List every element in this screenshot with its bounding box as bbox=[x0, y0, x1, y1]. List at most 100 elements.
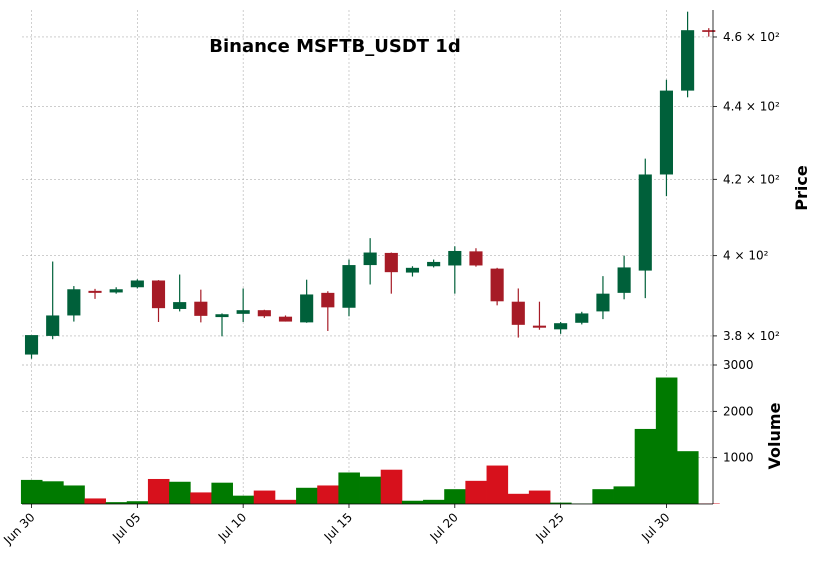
candle-body bbox=[596, 293, 610, 312]
candle-body bbox=[405, 267, 420, 273]
candle-body bbox=[702, 30, 716, 32]
candle-body bbox=[67, 289, 81, 316]
candle bbox=[681, 11, 695, 98]
volume-bar bbox=[401, 500, 424, 504]
volume-bar bbox=[20, 479, 43, 504]
price-tick-label: 3.8 × 10² bbox=[723, 329, 780, 343]
volume-bar bbox=[84, 498, 106, 504]
candle-body bbox=[173, 302, 187, 309]
candle-body bbox=[236, 310, 250, 314]
candle bbox=[617, 255, 631, 300]
candle bbox=[46, 261, 60, 340]
candle bbox=[173, 274, 187, 312]
volume-bar bbox=[63, 485, 85, 504]
price-tick-labels: 3.8 × 10² 4 × 10² 4.2 × 10² 4.4 × 10² 4.6 × … bbox=[713, 30, 780, 343]
volume-bar bbox=[677, 451, 699, 504]
date-tick-labels: Jun 30 Jul 05 Jul 10 Jul 15 Jul 20 Jul 25 Jul … bbox=[0, 504, 673, 548]
volume-bar bbox=[592, 489, 614, 504]
volume-bar bbox=[338, 472, 360, 504]
volume-bar bbox=[444, 489, 466, 504]
candle bbox=[278, 315, 293, 322]
volume-bar bbox=[147, 478, 170, 504]
candle-body bbox=[575, 313, 589, 323]
volume-tick-label: 3000 bbox=[723, 358, 754, 372]
volume-bar bbox=[655, 377, 678, 504]
candle-body bbox=[278, 316, 293, 322]
candle bbox=[88, 288, 102, 299]
chart-title: Binance MSFTB_USDT 1d bbox=[209, 36, 460, 57]
candle-body bbox=[490, 268, 504, 302]
candle-body bbox=[257, 310, 271, 317]
candle bbox=[130, 279, 144, 289]
candle bbox=[511, 288, 525, 338]
volume-tick-labels: 1000 2000 3000 bbox=[713, 358, 754, 465]
date-tick-label: Jul 15 bbox=[321, 510, 355, 544]
price-candles bbox=[24, 11, 716, 359]
price-tick-label: 4.4 × 10² bbox=[723, 100, 780, 114]
volume-bar bbox=[613, 486, 636, 504]
volume-bar bbox=[317, 485, 339, 504]
candle-body bbox=[384, 252, 398, 273]
candle-body bbox=[448, 250, 462, 266]
volume-bar bbox=[380, 469, 403, 504]
candle-body bbox=[617, 267, 631, 293]
candle bbox=[300, 279, 314, 323]
candle-body bbox=[659, 90, 674, 175]
candle-body bbox=[554, 323, 568, 330]
price-axis-label: Price bbox=[792, 165, 811, 211]
date-tick-label: Jul 25 bbox=[532, 510, 566, 544]
candle bbox=[321, 291, 335, 331]
candle-body bbox=[469, 251, 483, 266]
volume-bar bbox=[253, 490, 276, 504]
volume-bar bbox=[211, 482, 233, 504]
candle-body bbox=[532, 325, 547, 328]
volume-axis-label: Volume bbox=[765, 402, 784, 469]
date-tick-label: Jun 30 bbox=[0, 510, 37, 547]
candle bbox=[448, 246, 462, 294]
candle bbox=[109, 287, 123, 294]
price-tick-label: 4 × 10² bbox=[723, 249, 769, 263]
candle bbox=[490, 267, 504, 306]
volume-bar bbox=[190, 492, 212, 504]
candle bbox=[554, 321, 568, 334]
candle bbox=[638, 158, 652, 299]
candle bbox=[151, 280, 166, 322]
candle-body bbox=[342, 265, 356, 308]
volume-tick-label: 2000 bbox=[723, 404, 754, 418]
candle-body bbox=[638, 174, 652, 271]
candle bbox=[194, 289, 208, 323]
candle bbox=[469, 248, 483, 267]
candle-body bbox=[511, 301, 525, 325]
candle bbox=[532, 301, 547, 330]
date-tick-label: Jul 30 bbox=[638, 510, 672, 544]
candle-body bbox=[321, 292, 335, 308]
price-tick-label: 4.6 × 10² bbox=[723, 30, 780, 44]
volume-bar bbox=[169, 481, 191, 504]
volume-bar bbox=[550, 502, 572, 504]
volume-bar bbox=[465, 480, 487, 504]
candle bbox=[236, 288, 250, 322]
date-tick-label: Jul 20 bbox=[427, 510, 461, 544]
candle-body bbox=[24, 335, 39, 355]
candle-body bbox=[215, 314, 229, 318]
volume-bar bbox=[296, 487, 318, 504]
volume-bar bbox=[274, 499, 297, 504]
candle bbox=[215, 313, 229, 337]
candle-body bbox=[88, 290, 102, 293]
volume-tick-label: 1000 bbox=[723, 451, 754, 465]
candle-body bbox=[109, 289, 123, 293]
volume-bar bbox=[42, 481, 64, 504]
candle bbox=[427, 259, 441, 268]
candle bbox=[363, 238, 377, 285]
volume-bar bbox=[486, 465, 509, 504]
candle bbox=[575, 311, 589, 325]
candle bbox=[342, 259, 356, 317]
volume-bar bbox=[528, 490, 551, 504]
volume-bar bbox=[634, 428, 657, 504]
candle bbox=[596, 276, 610, 320]
candle bbox=[405, 266, 420, 277]
candle-body bbox=[300, 294, 314, 323]
volume-bar bbox=[507, 493, 530, 504]
volume-bar bbox=[105, 502, 128, 504]
